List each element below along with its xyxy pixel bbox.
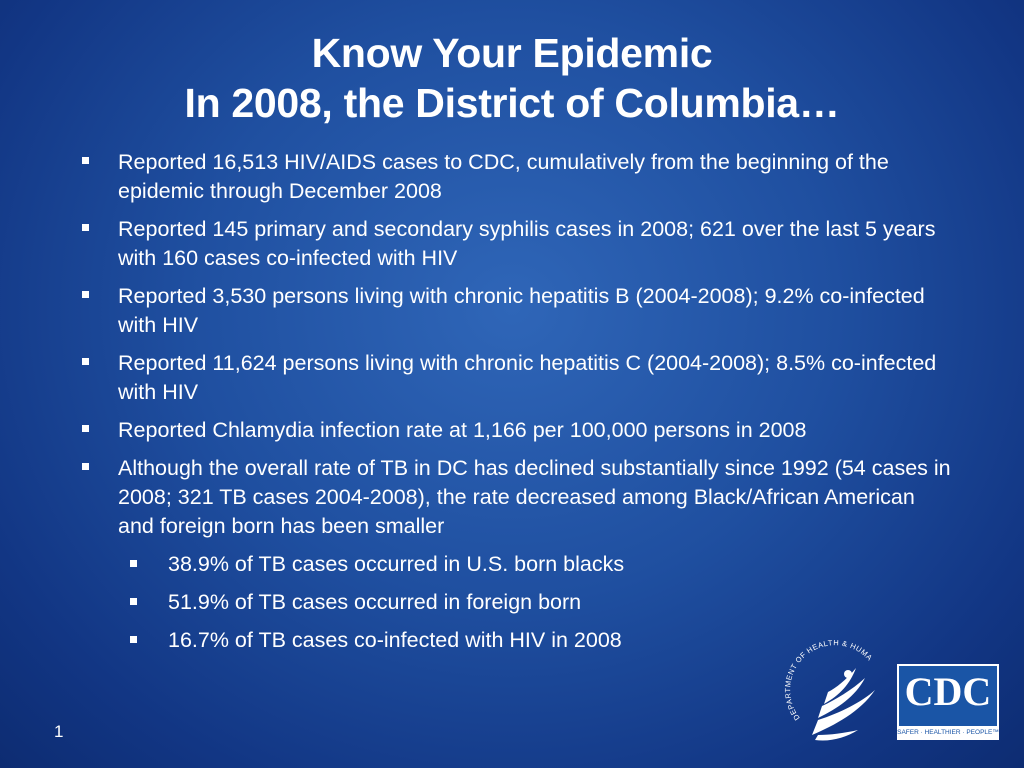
bullet-text: Reported 11,624 persons living with chro… (118, 351, 937, 404)
bullet-marker (82, 425, 89, 432)
bullet: Reported 145 primary and secondary syphi… (80, 215, 953, 273)
sub-bullet-text: 16.7% of TB cases co-infected with HIV i… (168, 628, 622, 652)
title-line: Know Your Epidemic (311, 30, 713, 76)
bullet-list: Reported 16,513 HIV/AIDS cases to CDC, c… (80, 148, 960, 664)
bullet: Reported Chlamydia infection rate at 1,1… (80, 416, 953, 445)
hhs-eagle (812, 668, 875, 741)
bullet: Reported 3,530 persons living with chron… (80, 282, 953, 340)
bullet-text: Although the overall rate of TB in DC ha… (118, 456, 951, 538)
bullet: Although the overall rate of TB in DC ha… (80, 454, 953, 655)
bullet-marker (82, 224, 89, 231)
bullet-text: Reported 145 primary and secondary syphi… (118, 217, 936, 270)
sub-bullet: 38.9% of TB cases occurred in U.S. born … (80, 550, 953, 579)
bullet-text: Reported 16,513 HIV/AIDS cases to CDC, c… (118, 150, 889, 203)
bullet-marker (82, 358, 89, 365)
sub-bullet-text: 51.9% of TB cases occurred in foreign bo… (168, 590, 582, 614)
bullet: Reported 16,513 HIV/AIDS cases to CDC, c… (80, 148, 953, 206)
cdc-logo-inner (899, 666, 997, 726)
bullet-marker (82, 463, 89, 470)
cdc-logo-text: CDC (905, 669, 992, 714)
sub-bullet: 16.7% of TB cases co-infected with HIV i… (80, 626, 953, 655)
page-number: 1 (54, 722, 64, 741)
sub-bullet-text: 38.9% of TB cases occurred in U.S. born … (168, 552, 625, 576)
title-line: In 2008, the District of Columbia… (184, 80, 840, 126)
title: Know Your Epidemic In 2008, the District… (0, 28, 1024, 128)
bullet-text: Reported Chlamydia infection rate at 1,1… (118, 418, 807, 442)
bullet-marker (82, 157, 89, 164)
cdc-tagline: SAFER · HEALTHIER · PEOPLE™ (897, 729, 999, 736)
sub-bullet-marker (130, 598, 137, 605)
bullet-marker (82, 291, 89, 298)
bullet-text: Reported 3,530 persons living with chron… (118, 284, 925, 337)
cdc-logo-box (897, 664, 999, 740)
bullet: Reported 11,624 persons living with chro… (80, 349, 953, 407)
sub-bullet-marker (130, 560, 137, 567)
sub-bullet-marker (130, 636, 137, 643)
sub-list: 38.9% of TB cases occurred in U.S. born … (118, 550, 953, 655)
sub-bullet: 51.9% of TB cases occurred in foreign bo… (80, 588, 953, 617)
